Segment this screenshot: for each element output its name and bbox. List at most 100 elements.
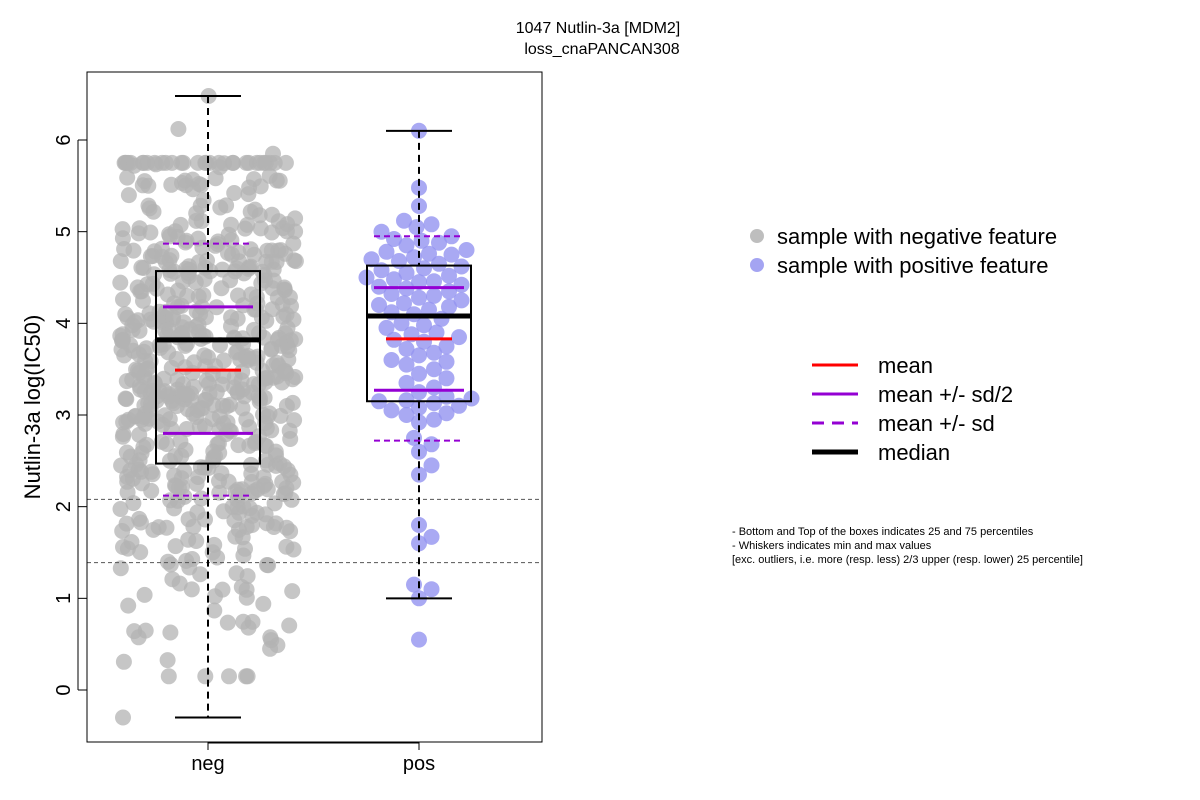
data-point-1-76: [411, 414, 427, 431]
data-point-1-8: [386, 231, 402, 247]
data-point-0-517: [172, 216, 189, 233]
data-point-0-323: [180, 531, 197, 548]
data-point-0-546: [165, 395, 182, 412]
data-point-0-309: [230, 287, 246, 304]
data-point-0-331: [125, 342, 142, 359]
data-point-0-362: [167, 538, 184, 555]
data-point-1-7: [443, 228, 460, 245]
data-point-0-586: [257, 475, 274, 492]
data-point-1-86: [423, 581, 440, 598]
data-point-0-614: [268, 354, 285, 371]
data-point-0-518: [124, 470, 141, 487]
data-point-0-186: [114, 230, 131, 247]
data-point-0-424: [272, 407, 289, 424]
data-point-0-43: [120, 597, 137, 614]
data-point-1-47: [428, 324, 445, 341]
data-point-0-339: [118, 444, 135, 461]
data-point-1-84: [411, 535, 427, 552]
data-point-0-213: [184, 551, 201, 567]
legend-lines: mean mean +/- sd/2 mean +/- sd median: [812, 353, 1013, 465]
data-point-0-248: [252, 220, 269, 237]
data-point-1-33: [383, 286, 400, 302]
data-point-0-511: [119, 169, 136, 186]
data-point-0-564: [115, 414, 132, 431]
data-point-1-59: [426, 361, 442, 378]
data-point-0-538: [114, 332, 131, 349]
data-point-0-255: [125, 242, 142, 259]
data-point-1-44: [393, 315, 410, 332]
data-point-0-355: [162, 624, 179, 641]
data-point-1-24: [441, 267, 457, 284]
y-tick-label-4: 4: [53, 318, 75, 329]
notes: - Bottom and Top of the boxes indicates …: [732, 526, 1083, 566]
data-point-0-438: [240, 619, 257, 636]
data-point-1-57: [438, 353, 455, 370]
data-point-0-600: [224, 246, 240, 263]
y-tick-label-0: 0: [53, 684, 75, 695]
data-point-0-510: [176, 385, 193, 402]
data-point-1-3: [396, 212, 412, 229]
data-point-0-453: [129, 279, 146, 296]
data-point-0-446: [277, 154, 294, 171]
legend-line-label-1: mean +/- sd/2: [878, 382, 1013, 407]
data-point-0-494: [177, 359, 194, 376]
data-point-1-56: [383, 352, 400, 368]
data-point-0-217: [158, 519, 175, 536]
data-point-1-61: [438, 370, 455, 387]
data-point-0-37: [197, 668, 214, 685]
data-point-0-532: [126, 314, 143, 331]
data-point-0-404: [190, 469, 207, 485]
data-point-1-74: [398, 407, 415, 423]
data-point-0-21: [117, 390, 134, 407]
data-point-0-496: [278, 223, 295, 240]
data-point-0-579: [262, 629, 279, 646]
data-point-0-567: [262, 640, 279, 657]
data-point-1-15: [443, 246, 460, 263]
data-point-1-26: [386, 271, 402, 288]
data-point-0-536: [125, 495, 142, 512]
data-point-0-230: [112, 560, 129, 577]
legend-point-label-1: sample with positive feature: [777, 253, 1048, 278]
data-point-0-481: [166, 467, 183, 484]
data-point-0-363: [193, 490, 210, 507]
box-neg: [155, 270, 261, 465]
legend-point-label-0: sample with negative feature: [777, 224, 1057, 249]
data-point-1-72: [383, 402, 400, 419]
data-point-1-9: [413, 232, 430, 249]
data-point-0-459: [236, 265, 252, 282]
legend-line-label-0: mean: [878, 353, 933, 378]
reference-lines-layer: [87, 498, 542, 564]
data-point-0-624: [126, 157, 143, 174]
data-point-0-203: [226, 185, 243, 201]
data-point-1-60: [411, 365, 427, 382]
data-point-0-274: [140, 197, 157, 214]
data-point-0-584: [201, 385, 218, 402]
data-point-1-80: [423, 457, 440, 474]
data-point-0-526: [260, 557, 277, 574]
data-point-0-525: [239, 668, 256, 685]
data-point-0-523: [224, 154, 241, 171]
data-point-0-565: [127, 407, 144, 424]
data-point-0-305: [133, 259, 150, 276]
data-point-0-430: [118, 373, 135, 390]
data-point-1-49: [451, 329, 467, 346]
legend-points: sample with negative feature sample with …: [750, 224, 1057, 278]
data-point-0-212: [206, 602, 223, 619]
data-point-1-6: [373, 223, 390, 240]
data-point-0-576: [147, 156, 164, 173]
data-point-1-19: [431, 255, 447, 272]
data-point-0-314: [246, 321, 262, 338]
data-point-0-531: [144, 275, 161, 292]
box-pos: [366, 264, 472, 403]
data-point-1-83: [423, 528, 440, 545]
y-tick-label-1: 1: [53, 593, 75, 604]
data-point-0-326: [215, 503, 232, 520]
y-tick-label-5: 5: [53, 226, 75, 237]
data-point-0-429: [174, 478, 190, 495]
data-point-0-592: [205, 443, 222, 460]
data-point-1-34: [426, 287, 442, 304]
data-point-0-484: [190, 254, 207, 271]
data-point-0-408: [238, 589, 255, 606]
data-point-0-601: [254, 362, 271, 379]
data-point-0-488: [221, 668, 237, 685]
